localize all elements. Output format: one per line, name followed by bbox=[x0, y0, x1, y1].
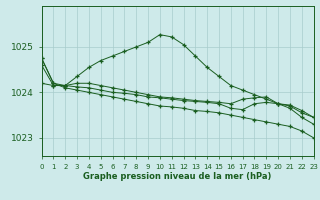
X-axis label: Graphe pression niveau de la mer (hPa): Graphe pression niveau de la mer (hPa) bbox=[84, 172, 272, 181]
